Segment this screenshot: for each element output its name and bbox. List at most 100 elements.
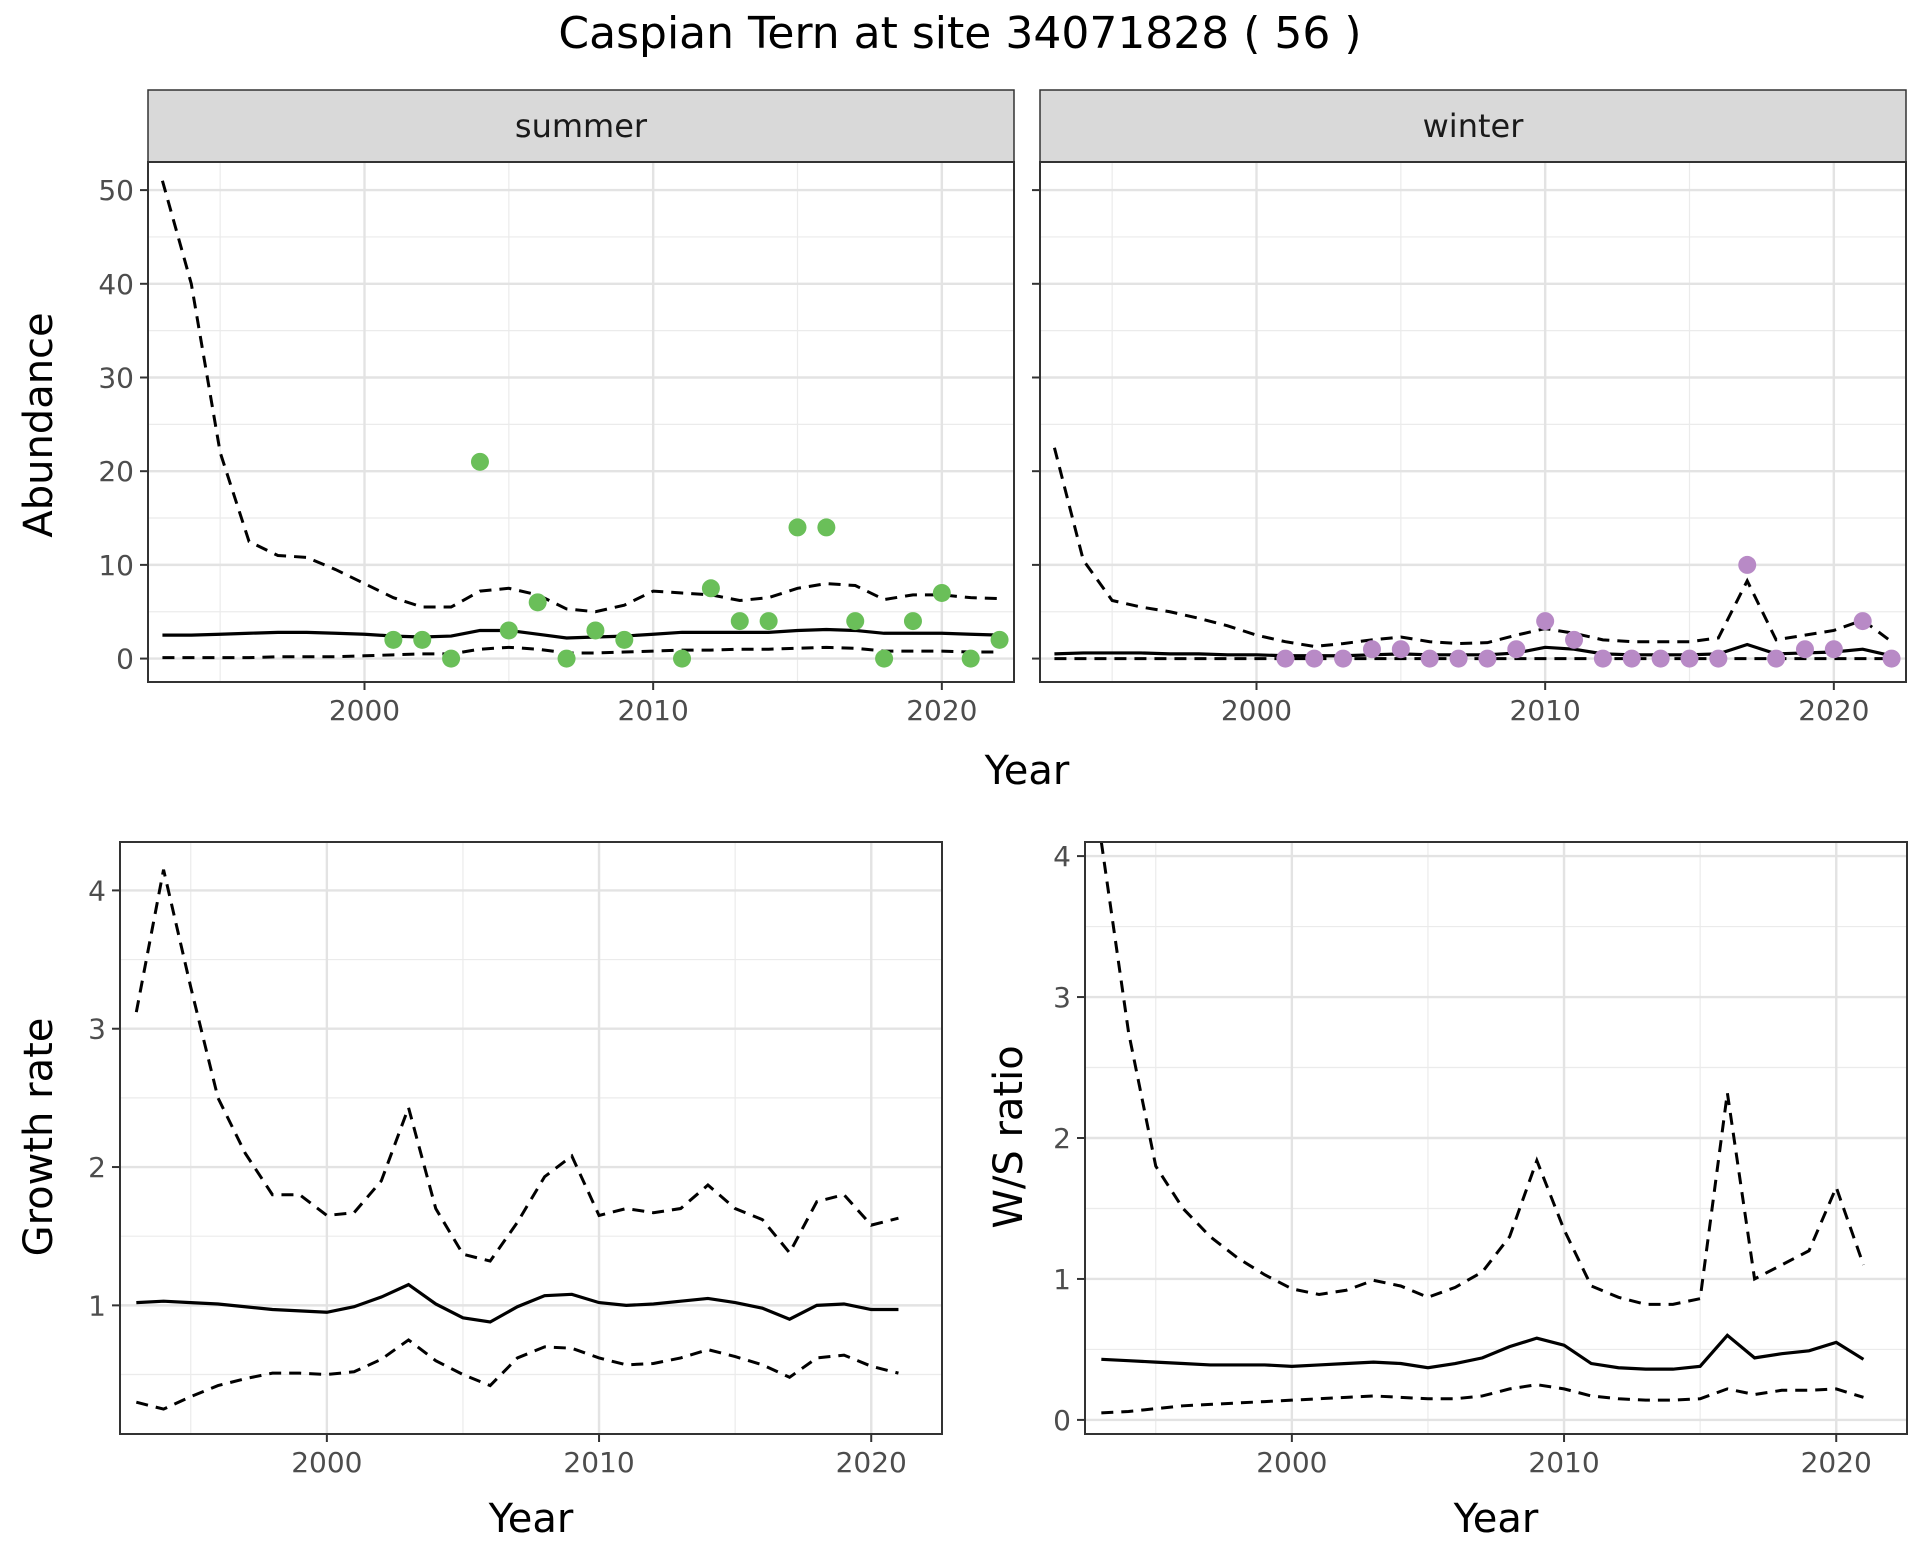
data-point	[788, 518, 807, 537]
strip-label-winter: winter	[1423, 107, 1525, 145]
plot-background	[120, 842, 942, 1434]
plot-background	[1040, 162, 1906, 682]
data-point	[875, 649, 894, 668]
panel-border	[147, 161, 1015, 683]
y-axis-title-abundance: Abundance	[16, 312, 62, 537]
series-lower-line	[135, 1338, 899, 1411]
data-point	[1305, 649, 1324, 668]
data-point	[1680, 649, 1699, 668]
panel-abundance-winter: winter 2000 2010 2020	[1032, 89, 1907, 727]
data-point	[470, 452, 489, 471]
panel-ws-ratio: 2000 2010 2020 0 1 2 3 4	[1053, 840, 1908, 1479]
x-tick-label: 2020	[1801, 1446, 1872, 1479]
x-tick-label: 2020	[836, 1446, 907, 1479]
strip-summer	[147, 89, 1015, 163]
data-point	[1795, 640, 1814, 659]
data-point	[1882, 649, 1901, 668]
plot-area-summer: 2000 2010 2020 0 10 20 30 40 50	[98, 161, 1015, 727]
y-tick-label: 4	[88, 874, 106, 907]
x-axis-title-ws: Year	[1453, 1496, 1539, 1542]
data-point	[673, 649, 692, 668]
data-point	[1738, 555, 1757, 574]
data-point	[499, 621, 518, 640]
data-point	[615, 630, 634, 649]
data-point	[817, 518, 836, 537]
data-point	[701, 579, 720, 598]
data-point	[990, 630, 1009, 649]
y-tick-label: 50	[98, 174, 134, 207]
x-tick-label: 2010	[563, 1446, 634, 1479]
y-tick-label: 2	[1053, 1122, 1071, 1155]
data-point	[1622, 649, 1641, 668]
x-tick-label: 2020	[906, 694, 977, 727]
data-point	[586, 621, 605, 640]
data-point	[759, 612, 778, 631]
x-tick-label: 2010	[618, 694, 689, 727]
x-axis-title-growth: Year	[488, 1496, 574, 1542]
y-tick-label: 3	[1053, 981, 1071, 1014]
x-axis-title-abundance: Year	[984, 748, 1070, 794]
data-point	[528, 593, 547, 612]
data-point	[1507, 640, 1526, 659]
figure-title: Caspian Tern at site 34071828 ( 56 )	[558, 8, 1361, 59]
y-tick-label: 1	[1053, 1263, 1071, 1296]
series-mean-line	[136, 1282, 899, 1324]
data-point	[1276, 649, 1295, 668]
data-point	[1391, 640, 1410, 659]
y-tick-label: 4	[1053, 840, 1071, 873]
y-tick-label: 1	[88, 1289, 106, 1322]
data-point	[846, 612, 865, 631]
series-upper-line	[1099, 841, 1865, 1306]
x-tick-label: 2000	[291, 1446, 362, 1479]
y-tick-label: 20	[98, 455, 134, 488]
x-tick-label: 2020	[1798, 694, 1869, 727]
series-upper-line	[160, 180, 1000, 614]
x-tick-label: 2010	[1528, 1446, 1599, 1479]
data-point	[1651, 649, 1670, 668]
data-point	[1449, 649, 1468, 668]
panel-border	[1039, 161, 1907, 683]
series-mean-line	[162, 627, 1000, 640]
panel-abundance-summer: summer 2000 2010 2020 0 10 20 30 40 50	[98, 89, 1015, 727]
strip-winter	[1039, 89, 1907, 163]
series-upper-line	[1052, 447, 1893, 648]
y-tick-label: 0	[116, 643, 134, 676]
data-point	[1709, 649, 1728, 668]
data-point	[442, 649, 461, 668]
data-point	[1593, 649, 1612, 668]
data-point	[384, 630, 403, 649]
x-tick-label: 2000	[1221, 694, 1292, 727]
data-point	[1362, 640, 1381, 659]
panel-growth-rate: 2000 2010 2020 1 2 3 4	[88, 841, 943, 1479]
series-lower-line	[1101, 1383, 1864, 1415]
data-point	[961, 649, 980, 668]
data-point	[557, 649, 576, 668]
series-upper-line	[134, 869, 899, 1263]
strip-label-summer: summer	[515, 107, 648, 145]
data-point	[1334, 649, 1353, 668]
x-tick-label: 2000	[329, 694, 400, 727]
data-point	[932, 583, 951, 602]
series-mean-line	[1101, 1333, 1865, 1371]
data-point	[903, 612, 922, 631]
y-tick-label: 40	[98, 268, 134, 301]
plot-area-ws-ratio: 2000 2010 2020 0 1 2 3 4	[1053, 840, 1908, 1479]
data-point	[1565, 630, 1584, 649]
data-point	[1536, 612, 1555, 631]
plot-background	[148, 162, 1014, 682]
data-point	[1420, 649, 1439, 668]
plot-area-growth-rate: 2000 2010 2020 1 2 3 4	[88, 841, 943, 1479]
data-point	[1478, 649, 1497, 668]
y-tick-label: 30	[98, 361, 134, 394]
panel-border	[119, 841, 943, 1435]
y-tick-label: 0	[1053, 1404, 1071, 1437]
data-point	[1824, 640, 1843, 659]
y-tick-label: 10	[98, 549, 134, 582]
x-tick-label: 2000	[1256, 1446, 1327, 1479]
data-point	[1767, 649, 1786, 668]
data-point	[413, 630, 432, 649]
data-point	[1853, 612, 1872, 631]
y-axis-title-growth: Growth rate	[16, 1018, 62, 1257]
series-mean-line	[1054, 642, 1892, 658]
